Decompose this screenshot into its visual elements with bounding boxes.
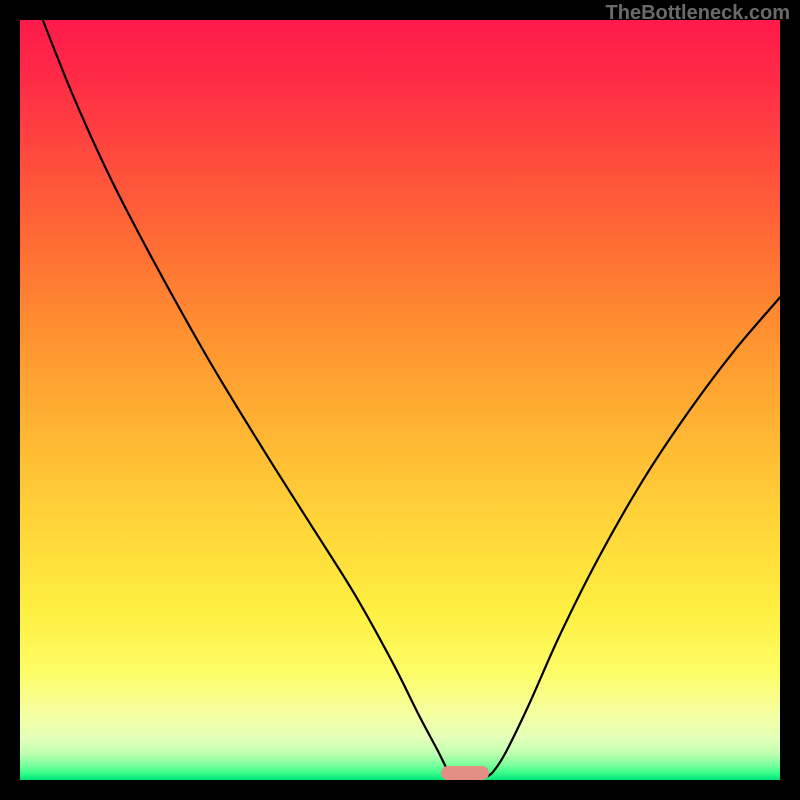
plot-area — [20, 20, 780, 780]
bottleneck-curve — [20, 20, 780, 780]
minimum-marker — [441, 766, 489, 780]
chart-frame: TheBottleneck.com — [0, 0, 800, 800]
watermark-label: TheBottleneck.com — [606, 2, 790, 24]
watermark-text: TheBottleneck.com — [606, 2, 790, 25]
